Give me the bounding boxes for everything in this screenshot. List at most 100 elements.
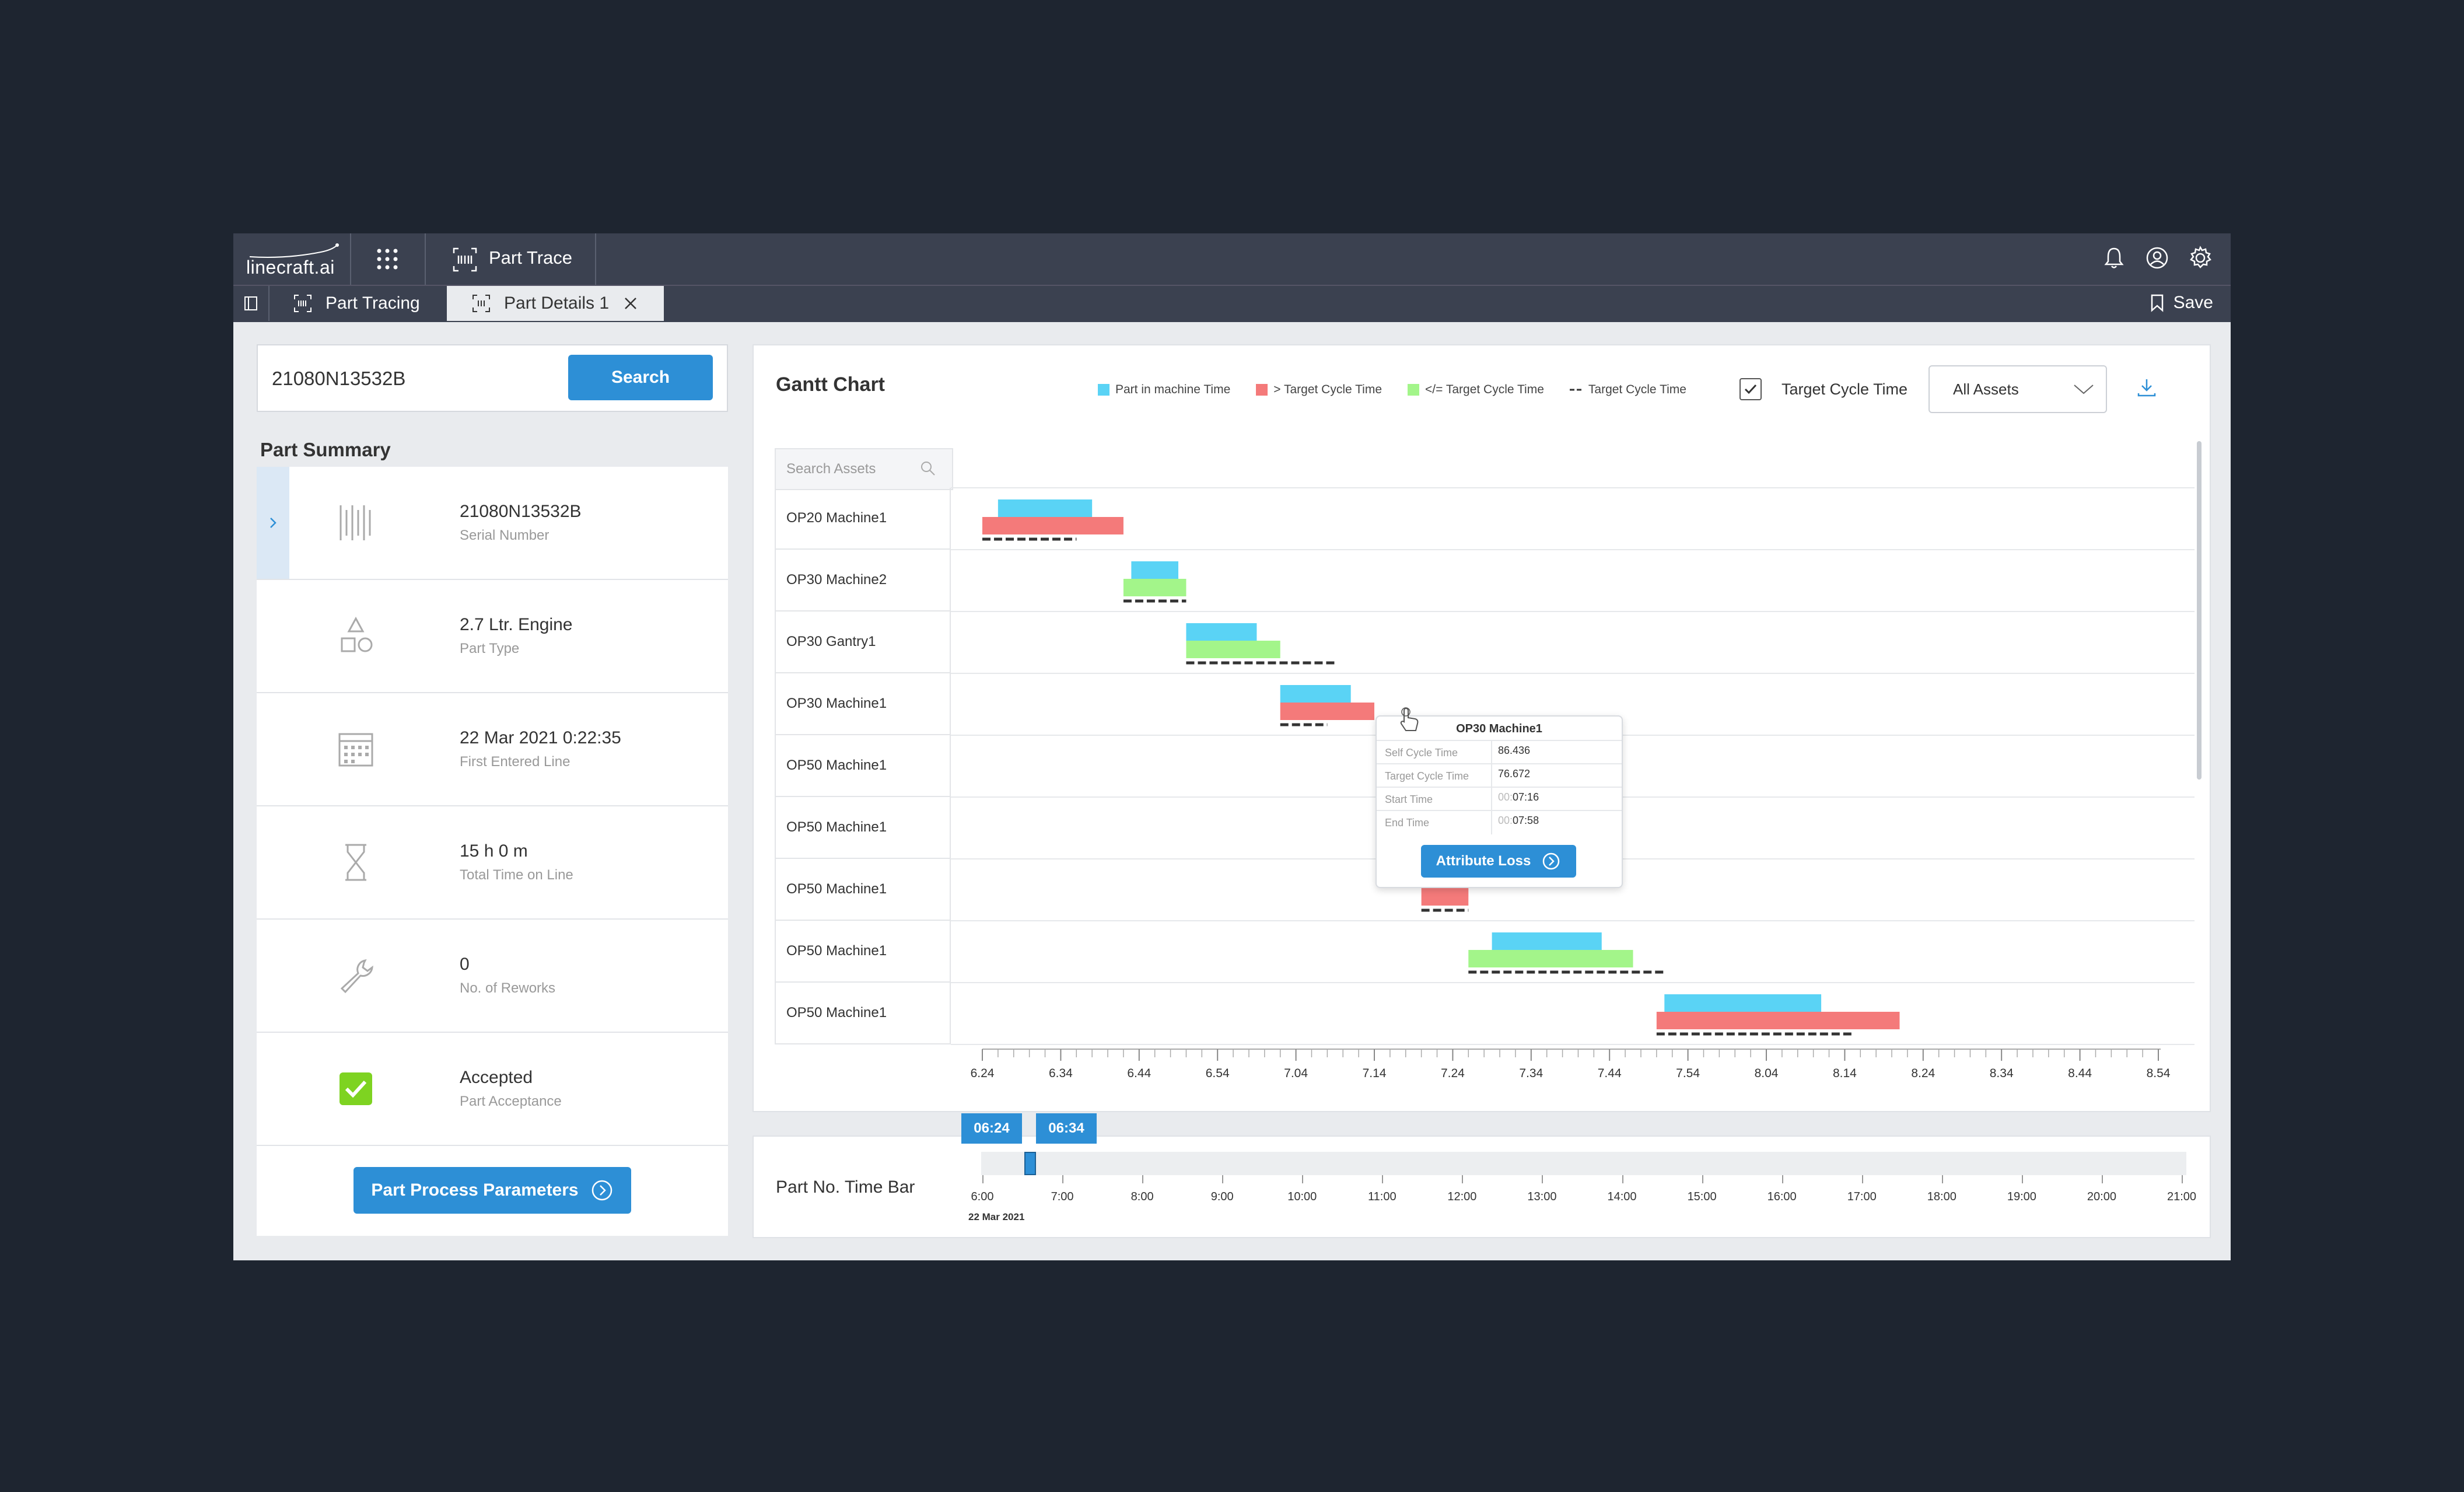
time-tick-label: 19:00 bbox=[2007, 1190, 2036, 1203]
x-tick-label: 7.44 bbox=[1598, 1067, 1622, 1080]
module-label: Part Trace bbox=[489, 247, 572, 268]
range-selection-handle[interactable] bbox=[1024, 1152, 1036, 1175]
part-search: 21080N13532B Search bbox=[257, 344, 728, 412]
row-label[interactable]: OP50 Machine1 bbox=[775, 859, 951, 921]
tooltip-value: 00:07:16 bbox=[1498, 791, 1539, 803]
row-label[interactable]: OP20 Machine1 bbox=[775, 488, 951, 550]
time-tick-mark bbox=[982, 1175, 984, 1183]
tooltip-key: Target Cycle Time bbox=[1385, 770, 1469, 782]
wrench-icon bbox=[340, 959, 373, 994]
row-label[interactable]: OP50 Machine1 bbox=[775, 983, 951, 1044]
row-label[interactable]: OP50 Machine1 bbox=[775, 797, 951, 859]
row-label[interactable]: OP30 Machine2 bbox=[775, 550, 951, 612]
summary-row-serial[interactable]: 21080N13532B Serial Number bbox=[257, 467, 728, 580]
first-entered-value: 22 Mar 2021 0:22:35 bbox=[460, 728, 621, 747]
time-tick-mark bbox=[1622, 1175, 1623, 1183]
module-part-trace[interactable]: Part Trace bbox=[425, 233, 596, 285]
scan-frame-icon bbox=[473, 295, 490, 312]
time-tick-label: 14:00 bbox=[1607, 1190, 1637, 1203]
time-tick-mark bbox=[1861, 1175, 1863, 1183]
x-tick-label: 7.14 bbox=[1363, 1067, 1387, 1080]
x-tick-label: 8.44 bbox=[2068, 1067, 2092, 1080]
x-tick-label: 7.04 bbox=[1284, 1067, 1308, 1080]
assets-dropdown[interactable]: All Assets bbox=[1929, 365, 2107, 413]
part-summary-title: Part Summary bbox=[260, 439, 391, 460]
legend-within-target: </= Target Cycle Time bbox=[1408, 383, 1544, 397]
target-cycle-checkbox[interactable] bbox=[1740, 378, 1762, 400]
row-label[interactable]: OP30 Gantry1 bbox=[775, 612, 951, 673]
tab-bar: Part Tracing Part Details 1 Save bbox=[233, 285, 2231, 322]
download-icon[interactable] bbox=[2135, 376, 2158, 399]
time-tick-mark bbox=[1382, 1175, 1384, 1183]
save-button[interactable]: Save bbox=[2149, 293, 2213, 313]
save-label: Save bbox=[2173, 293, 2213, 312]
reworks-value: 0 bbox=[460, 955, 470, 974]
in-machine-bar bbox=[1131, 561, 1178, 579]
target-cycle-toggle[interactable]: Target Cycle Time bbox=[1740, 378, 1908, 400]
range-start-marker[interactable]: 06:24 bbox=[961, 1113, 1022, 1144]
time-tick-label: 18:00 bbox=[1927, 1190, 1957, 1203]
time-tick-label: 15:00 bbox=[1687, 1190, 1717, 1203]
time-tick-label: 11:00 bbox=[1368, 1190, 1396, 1203]
user-icon[interactable] bbox=[2144, 245, 2170, 271]
legend-over-target: > Target Cycle Time bbox=[1256, 383, 1382, 397]
x-tick-label: 8.14 bbox=[1833, 1067, 1857, 1080]
serial-number-label: Serial Number bbox=[460, 527, 550, 543]
legend-target-cycle: Target Cycle Time bbox=[1569, 383, 1686, 396]
time-bar-track[interactable] bbox=[981, 1152, 2186, 1175]
time-tick-label: 7:00 bbox=[1051, 1190, 1074, 1203]
x-tick-label: 8.04 bbox=[1755, 1067, 1779, 1080]
x-tick-label: 8.34 bbox=[1990, 1067, 2014, 1080]
cycle-time-bar bbox=[1280, 703, 1374, 720]
in-machine-bar bbox=[1186, 623, 1257, 641]
time-tick-label: 10:00 bbox=[1287, 1190, 1317, 1203]
barcode-icon bbox=[340, 505, 371, 540]
x-tick-label: 6.44 bbox=[1127, 1067, 1151, 1080]
row-label[interactable]: OP50 Machine1 bbox=[775, 735, 951, 797]
search-button[interactable]: Search bbox=[568, 355, 713, 400]
summary-row-reworks: 0 No. of Reworks bbox=[257, 920, 728, 1033]
arrow-circle-icon bbox=[1543, 852, 1560, 870]
arrow-circle-icon bbox=[592, 1180, 612, 1201]
tooltip-value: 00:07:58 bbox=[1498, 815, 1539, 826]
gantt-title: Gantt Chart bbox=[776, 373, 885, 396]
gantt-panel: Gantt Chart Part in machine Time > Targe… bbox=[752, 344, 2211, 1112]
in-machine-bar bbox=[1492, 932, 1602, 950]
part-type-label: Part Type bbox=[460, 641, 520, 656]
x-tick-label: 6.24 bbox=[971, 1067, 995, 1080]
in-machine-bar bbox=[1664, 994, 1822, 1012]
asset-search-input[interactable]: Search Assets bbox=[775, 448, 953, 490]
tab-part-tracing[interactable]: Part Tracing bbox=[270, 286, 444, 321]
time-tick-label: 17:00 bbox=[1847, 1190, 1877, 1203]
time-tick-label: 12:00 bbox=[1447, 1190, 1477, 1203]
vertical-scrollbar[interactable] bbox=[2197, 441, 2202, 780]
expand-handle[interactable] bbox=[257, 467, 289, 579]
time-tick-label: 20:00 bbox=[2087, 1190, 2116, 1203]
tooltip-key: End Time bbox=[1385, 817, 1430, 829]
close-icon[interactable] bbox=[622, 295, 639, 312]
bell-icon[interactable] bbox=[2101, 245, 2127, 271]
logo[interactable]: linecraft.ai bbox=[233, 233, 351, 285]
app-grid-button[interactable] bbox=[350, 233, 426, 285]
summary-row-acceptance: Accepted Part Acceptance bbox=[257, 1033, 728, 1146]
time-tick-mark bbox=[1462, 1175, 1464, 1183]
in-machine-bar bbox=[1280, 685, 1351, 703]
cycle-time-bar bbox=[1468, 950, 1633, 967]
row-label[interactable]: OP50 Machine1 bbox=[775, 921, 951, 983]
attribute-loss-button[interactable]: Attribute Loss bbox=[1421, 845, 1576, 878]
part-process-parameters-button[interactable]: Part Process Parameters bbox=[354, 1167, 631, 1214]
search-input[interactable]: 21080N13532B bbox=[272, 368, 406, 389]
scan-icon bbox=[453, 247, 477, 272]
tab-label: Part Tracing bbox=[326, 293, 420, 313]
tab-part-details[interactable]: Part Details 1 bbox=[447, 286, 664, 321]
time-bar-date: 22 Mar 2021 bbox=[968, 1211, 1025, 1222]
range-end-marker[interactable]: 06:34 bbox=[1036, 1113, 1097, 1144]
sidebar-toggle[interactable] bbox=[233, 286, 270, 321]
time-tick-mark bbox=[1142, 1175, 1144, 1183]
pointer-cursor-icon bbox=[1400, 707, 1419, 731]
row-label[interactable]: OP30 Machine1 bbox=[775, 673, 951, 735]
tooltip-value: 86.436 bbox=[1498, 745, 1531, 756]
time-tick-label: 8:00 bbox=[1130, 1190, 1154, 1203]
gantt-legend: Part in machine Time > Target Cycle Time… bbox=[1098, 383, 1686, 397]
gear-icon[interactable] bbox=[2188, 245, 2213, 271]
